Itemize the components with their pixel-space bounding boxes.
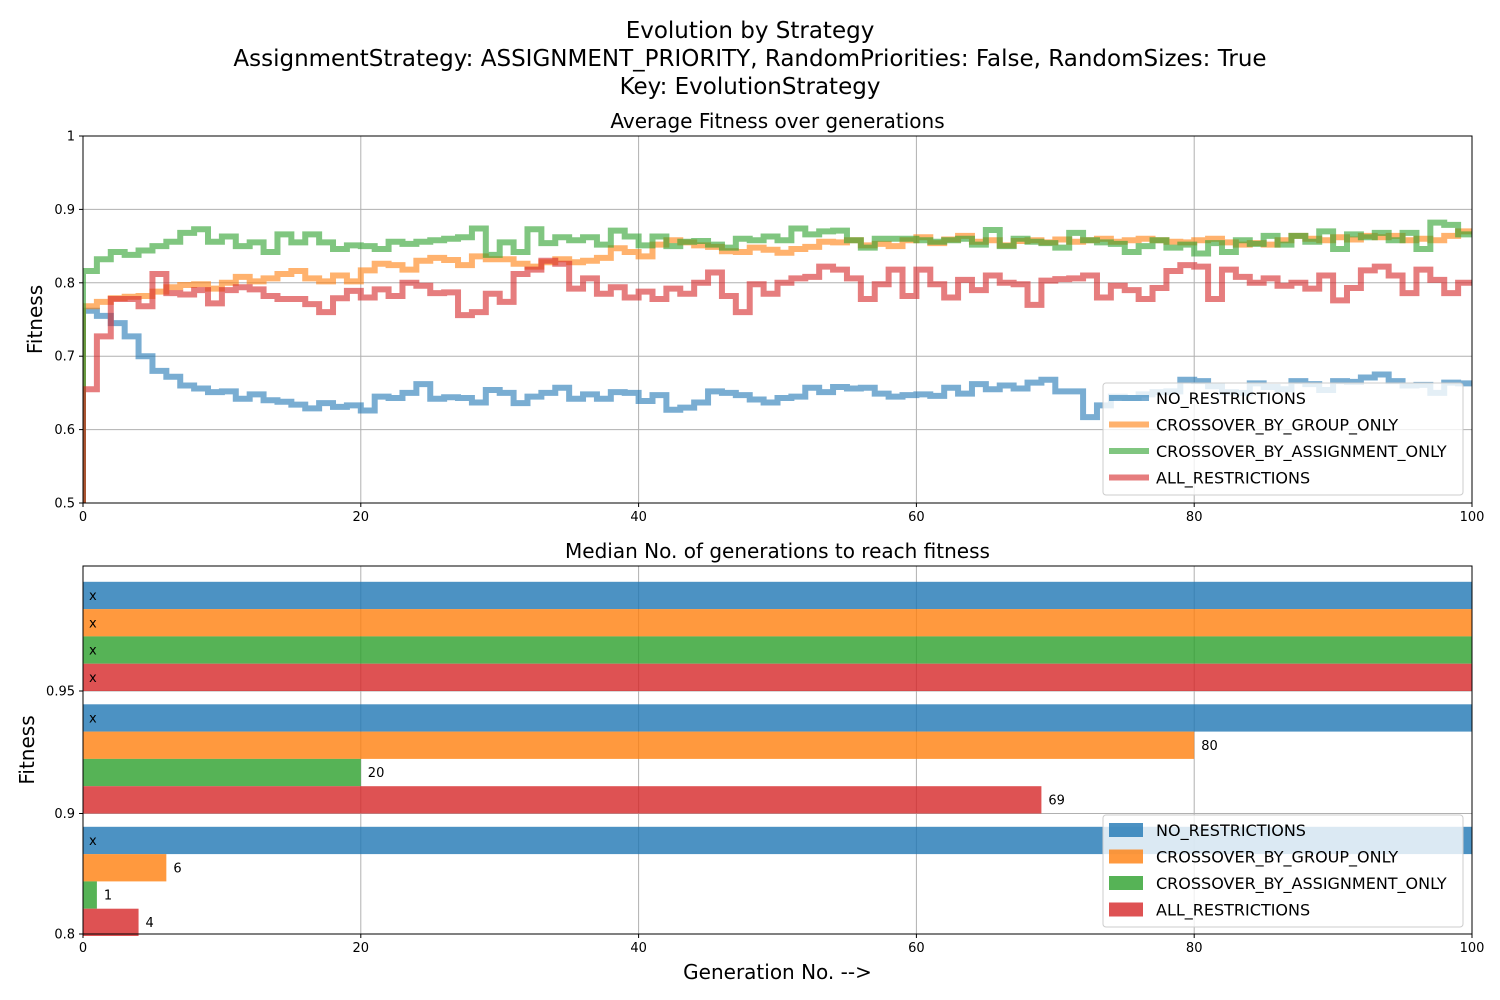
bar-no-restrictions [83,704,1472,732]
bar-all-restrictions [83,663,1472,691]
bar-value-label: 69 [1048,793,1065,808]
bar-chart-y-axis-label: Fitness [15,715,39,784]
bar-value-label: 6 [173,861,181,876]
bar-chart-frame [82,565,1473,935]
legend-swatch [1109,876,1143,890]
bar-chart-x-tick-label: 60 [908,941,925,956]
bar-chart-x-tick-label: 0 [79,941,87,956]
bar-all-restrictions [83,908,139,936]
line-chart-y-tick-label: 0.7 [54,350,75,365]
legend-label: CROSSOVER_BY_ASSIGNMENT_ONLY [1156,874,1447,894]
bar-value-label: 4 [146,916,154,931]
bar-value-label: 80 [1201,739,1218,754]
line-chart-title: Average Fitness over generations [610,109,944,133]
line-chart-x-tick-label: 80 [1186,510,1203,525]
bar-value-label: 1 [104,889,112,904]
bar-value-label: x [89,711,97,726]
bar-value-label: x [89,589,97,604]
figure-title-line-2: AssignmentStrategy: ASSIGNMENT_PRIORITY,… [233,46,1267,72]
bar-crossover-by-assignment-only [83,636,1472,664]
line-chart-y-tick-label: 0.6 [54,423,75,438]
line-chart: 0 20 40 60 80 100 0.5 0.6 0.7 0.8 0.9 1 Average Fitn… [23,109,1484,525]
bar-chart-x-axis-label: Generation No. --> [683,960,872,984]
bar-crossover-by-group-only [83,609,1472,637]
legend-swatch [1109,823,1143,837]
bar-crossover-by-assignment-only [83,881,97,909]
legend-label: ALL_RESTRICTIONS [1156,469,1310,489]
bar-crossover-by-assignment-only [83,758,361,787]
bar-no-restrictions [83,581,1472,610]
line-chart-x-tick-label: 0 [79,510,87,525]
line-chart-x-tick-label: 100 [1460,510,1485,525]
bar-crossover-by-group-only [83,731,1195,759]
line-chart-y-tick-label: 0.8 [54,276,75,291]
line-chart-y-axis-label: Fitness [23,285,47,354]
bar-all-restrictions [83,786,1042,814]
line-chart-frame [82,135,1473,504]
legend-swatch [1109,849,1143,864]
bar-chart-x-tick-label: 80 [1186,941,1203,956]
line-chart-x-tick-label: 20 [353,510,370,525]
bar-chart-x-tick-label: 40 [630,941,647,956]
figure-title-line-1: Evolution by Strategy [625,18,875,44]
legend-box [1102,382,1464,496]
bar-chart-y-tick-label: 0.9 [54,807,75,822]
legend-label: CROSSOVER_BY_GROUP_ONLY [1156,416,1398,436]
bar-chart-title: Median No. of generations to reach fitne… [565,539,990,563]
line-chart-x-tick-label: 60 [908,510,925,525]
series-line-crossover-by-assignment-only [83,219,1472,503]
legend-label: CROSSOVER_BY_ASSIGNMENT_ONLY [1156,442,1447,462]
legend-label: NO_RESTRICTIONS [1156,389,1306,409]
line-chart-y-tick-label: 1 [67,130,75,145]
line-chart-y-tick-label: 0.9 [54,203,75,218]
bar-chart-x-tick-label: 20 [353,941,370,956]
line-chart-y-tick-label: 0.5 [54,497,75,512]
legend-label: ALL_RESTRICTIONS [1156,901,1310,921]
legend-label: NO_RESTRICTIONS [1156,821,1306,841]
legend-swatch [1109,902,1143,917]
series-line-all-restrictions [83,257,1472,503]
bar-crossover-by-group-only [83,854,167,882]
bar-value-label: 20 [368,766,385,781]
series-line-crossover-by-group-only [83,228,1472,503]
bar-value-label: x [89,644,97,659]
line-chart-x-tick-label: 40 [630,510,647,525]
bar-chart-x-tick-label: 100 [1460,941,1485,956]
legend-label: CROSSOVER_BY_GROUP_ONLY [1156,848,1398,868]
bar-value-label: x [89,834,97,849]
figure-title-line-3: Key: EvolutionStrategy [619,74,881,100]
bar-chart-y-tick-label: 0.8 [54,928,75,943]
bar-value-label: x [89,671,97,686]
legend-box [1102,814,1464,928]
bar-chart-y-tick-label: 0.95 [46,685,75,700]
bar-value-label: x [89,616,97,631]
